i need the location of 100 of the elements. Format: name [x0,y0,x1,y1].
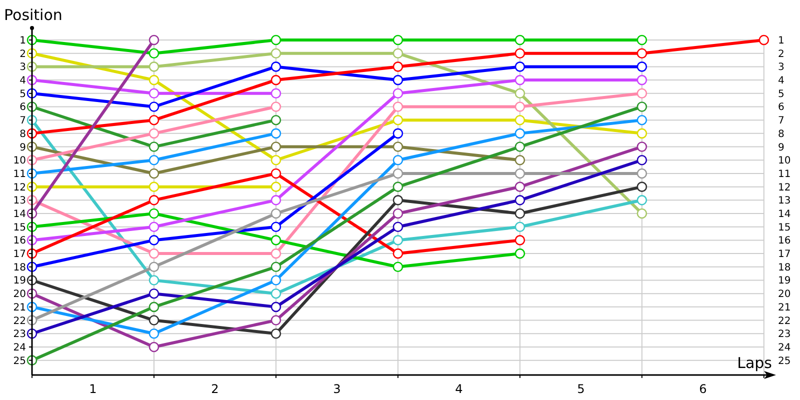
point [270,262,282,272]
point [392,114,404,126]
x-tick-label: 6 [699,382,707,396]
point [148,328,160,339]
point [270,182,282,192]
y2-tick-label: 5 [778,88,784,100]
point [148,128,160,139]
point [270,128,282,139]
y2-tick-label: 14 [778,209,791,220]
y2-tick-label: 20 [778,289,791,300]
y-tick-label: 23 [13,329,26,340]
y-tick-label: 8 [20,128,26,140]
y2-tick-label: 24 [778,342,791,354]
y2-tick-label: 13 [778,196,791,207]
point [392,248,404,259]
point [636,74,648,86]
point [392,74,404,86]
y-tick-label: 11 [13,168,26,180]
point [270,275,282,286]
point [392,142,404,152]
point [148,288,160,299]
y-tick-label: 17 [13,249,26,260]
y2-tick-label: 3 [778,62,784,74]
y-tick-label: 22 [13,316,26,327]
point [636,114,648,126]
point [148,168,160,179]
point [636,142,648,152]
point [514,235,526,246]
point [636,88,648,99]
y2-tick-label: 11 [778,168,791,180]
y-tick-label: 13 [13,196,26,207]
point [514,195,526,206]
point [392,262,404,272]
point [636,102,648,112]
y2-tick-label: 16 [778,236,791,247]
x-tick-label: 3 [333,382,341,396]
point [148,262,160,272]
y-tick-label: 3 [20,62,26,74]
y2-tick-label: 4 [778,76,784,87]
point [514,168,526,179]
point [270,48,282,59]
point [270,315,282,326]
point [270,328,282,339]
point [392,128,404,139]
point [270,88,282,99]
point [514,128,526,139]
point [270,288,282,299]
point [270,248,282,259]
point [392,208,404,219]
point [514,208,526,219]
point [514,222,526,232]
y-tick-label: 4 [20,76,26,87]
y2-tick-label: 8 [778,128,784,140]
point [148,182,160,192]
point [148,154,160,166]
point [148,275,160,286]
y2-tick-label: 6 [778,102,784,114]
y-tick-label: 18 [13,262,26,274]
point [514,154,526,166]
point [148,48,160,59]
x-tick-label: 2 [211,382,219,396]
point [392,222,404,232]
point [148,208,160,219]
y2-tick-label: 22 [778,316,791,327]
point [636,195,648,206]
y2-tick-label: 10 [778,156,791,167]
y-tick-label: 12 [13,182,26,194]
y-tick-label: 24 [13,342,26,354]
x-tick-label: 1 [89,382,97,396]
point [392,235,404,246]
point [148,142,160,152]
point [148,302,160,312]
point [270,74,282,86]
point [148,222,160,232]
point [636,182,648,192]
y2-tick-label: 19 [778,276,791,287]
point [636,154,648,166]
point [392,168,404,179]
point [514,114,526,126]
point [636,168,648,179]
point [270,222,282,232]
point [514,34,526,46]
point [270,62,282,72]
point [636,62,648,72]
point [148,34,160,46]
y-tick-label: 10 [13,156,26,167]
y2-tick-label: 9 [778,142,784,154]
y-tick-label: 20 [13,289,26,300]
point [758,34,770,46]
y2-tick-label: 18 [778,262,791,274]
point [636,128,648,139]
y-tick-label: 5 [20,88,26,100]
point [148,88,160,99]
y2-tick-label: 25 [778,356,791,367]
x-tick-label: 4 [455,382,463,396]
y2-tick-label: 7 [778,116,784,127]
y2-tick-label: 2 [778,48,784,60]
point [270,302,282,312]
point [514,248,526,259]
point [270,34,282,46]
